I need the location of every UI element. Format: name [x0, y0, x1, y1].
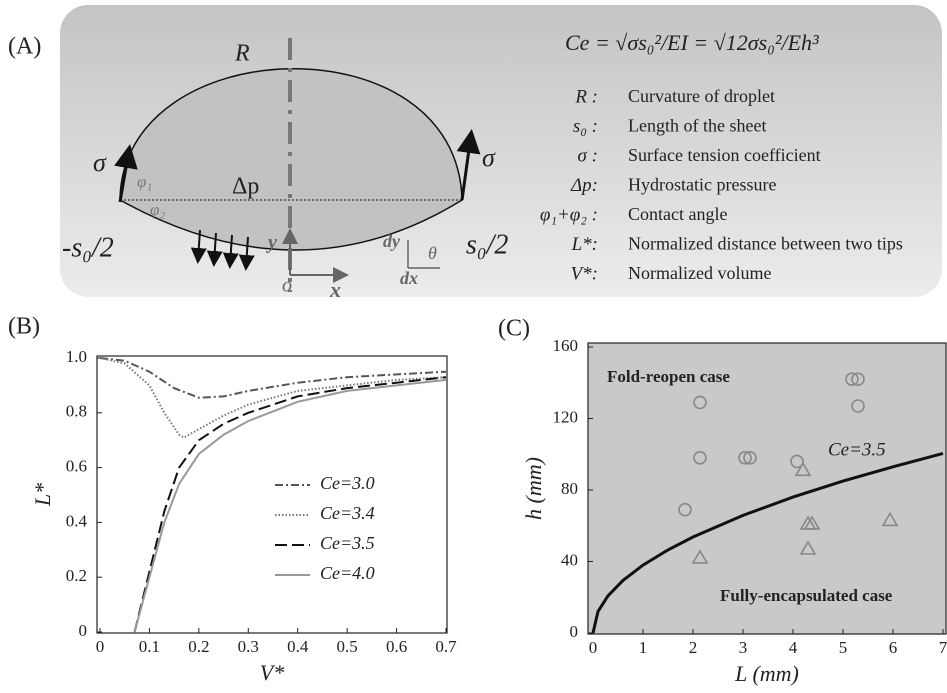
y-axis-label: L* — [30, 483, 55, 507]
x-tick-label: 0.5 — [337, 637, 358, 656]
x-tick-label: 5 — [839, 638, 848, 657]
label-sigma: σ — [482, 143, 496, 172]
x-tick-label: 1 — [639, 638, 648, 657]
label-phi1: φ₁ — [137, 172, 152, 191]
x-tick-label: 7 — [939, 638, 947, 657]
formula: Ce = √σs₀²/EI = √12σs₀²/Eh³ — [565, 30, 819, 55]
data-point — [691, 549, 709, 564]
plot-area — [96, 355, 448, 634]
data-point — [790, 454, 804, 469]
label-sigma: σ — [93, 148, 107, 177]
plot-area — [587, 342, 947, 635]
y-tick-label: 1.0 — [66, 347, 87, 366]
x-tick-label: 2 — [689, 638, 698, 657]
y-tick-label: 0 — [570, 622, 579, 641]
definition-text: Surface tension coefficient — [628, 145, 821, 165]
x-tick-label: 0.6 — [386, 637, 407, 656]
data-point — [851, 372, 865, 386]
y-tick-label: 0.8 — [66, 402, 87, 421]
y-tick-label: 0.4 — [66, 511, 88, 530]
x-tick-label: 6 — [889, 638, 898, 657]
x-axis-label: V* — [260, 660, 284, 685]
sigma-arrow — [114, 144, 138, 203]
data-point — [743, 451, 757, 465]
definition-text: Normalized distance between two tips — [628, 234, 903, 254]
series-line — [133, 376, 447, 633]
x-tick-label: 0.1 — [139, 637, 160, 656]
data-point — [799, 540, 817, 555]
x-tick-label: 0 — [589, 638, 598, 657]
definition-text: Length of the sheet — [628, 116, 766, 136]
droplet — [119, 68, 463, 251]
definition-symbol: σ : — [578, 145, 598, 166]
x-tick-label: 3 — [739, 638, 748, 657]
series-line — [99, 357, 447, 399]
label-dy: dy — [383, 231, 401, 251]
series-line — [99, 357, 447, 439]
definition-symbol: L*: — [571, 234, 598, 255]
y-axis-label: h (mm) — [521, 457, 546, 520]
pressure-arrows — [190, 229, 255, 271]
definition-symbol: φ₁+φ₂ : — [540, 204, 598, 225]
data-point — [693, 451, 707, 465]
y-tick-label: 0 — [79, 621, 88, 640]
data-point — [794, 461, 812, 477]
label-y: y — [266, 232, 277, 254]
region-label: Fold-reopen case — [607, 367, 730, 386]
data-point — [851, 399, 865, 413]
x-tick-label: 0.7 — [435, 637, 457, 656]
y-tick-label: 40 — [561, 550, 578, 569]
label-dx: dx — [400, 268, 418, 288]
y-tick-label: 0.6 — [66, 457, 87, 476]
definition-text: Curvature of droplet — [628, 86, 775, 106]
x-tick-label: 0.2 — [188, 637, 209, 656]
data-point — [693, 395, 707, 410]
definition-symbol: Δp: — [570, 175, 598, 196]
y-tick-label: 160 — [553, 336, 579, 355]
label-theta: θ — [428, 243, 437, 263]
label-left-tip: -s₀/2 — [62, 232, 114, 263]
label-o: o — [282, 275, 292, 297]
definition-text: Hydrostatic pressure — [628, 175, 776, 195]
x-tick-label: 4 — [789, 638, 798, 657]
series-line — [591, 451, 944, 634]
legend-label: Ce=3.5 — [320, 533, 375, 553]
panel-label: (B) — [8, 314, 40, 340]
sigma-arrow — [456, 129, 481, 201]
x-tick-label: 0 — [96, 637, 105, 656]
label-dp: Δp — [232, 174, 259, 200]
definition-symbol: R : — [574, 86, 598, 107]
definition-text: Normalized volume — [628, 263, 771, 283]
y-tick-label: 80 — [561, 479, 578, 498]
legend-label: Ce=3.0 — [320, 473, 375, 493]
region-label: Fully-encapsulated case — [720, 586, 893, 605]
definition-text: Contact angle — [628, 204, 727, 224]
x-tick-label: 0.4 — [287, 637, 309, 656]
definition-symbol: V*: — [571, 263, 598, 284]
label-right-tip: s₀/2 — [466, 229, 508, 260]
x-tick-label: 0.3 — [238, 637, 259, 656]
label-phi2: φ₂ — [150, 200, 165, 219]
data-point — [881, 511, 899, 527]
data-point — [845, 372, 859, 386]
label-x: x — [329, 277, 341, 302]
x-axis-label: L (mm) — [734, 661, 799, 686]
panel-label: (C) — [498, 316, 530, 342]
curve-label: Ce=3.5 — [828, 439, 886, 460]
data-point — [803, 515, 821, 530]
legend-label: Ce=3.4 — [320, 503, 375, 523]
data-point — [738, 451, 752, 465]
data-point — [678, 502, 692, 517]
legend-label: Ce=4.0 — [320, 563, 375, 583]
series-line — [133, 378, 447, 633]
label-r: R — [234, 41, 250, 67]
definitions: R : Curvature of droplet s₀ : Length of the… — [540, 86, 903, 284]
definition-symbol: s₀ : — [573, 116, 598, 137]
panel-label: (A) — [8, 34, 41, 60]
y-tick-label: 120 — [553, 407, 579, 426]
y-tick-label: 0.2 — [66, 566, 87, 585]
